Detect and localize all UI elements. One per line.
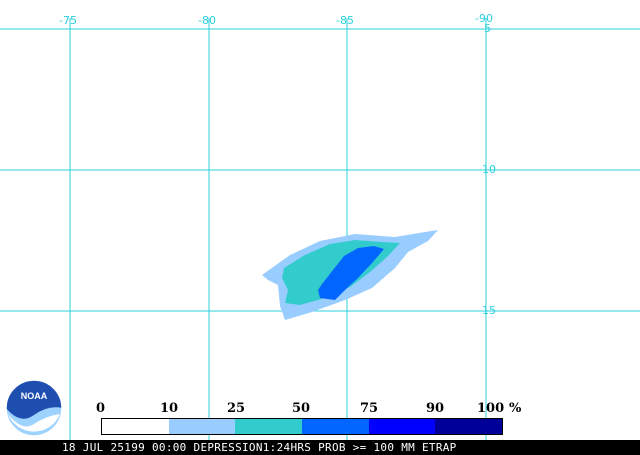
legend-bin [435, 419, 503, 434]
legend-bin [235, 419, 303, 434]
legend-tick: 25 [227, 401, 246, 416]
grid-lines [0, 18, 640, 440]
probability-shading [262, 230, 438, 320]
latitude-label: -5 [480, 22, 491, 35]
legend-bin [102, 419, 169, 434]
legend-bin [368, 419, 436, 434]
legend-tick: 100 [477, 401, 505, 416]
latitude-label: -10 [478, 163, 496, 176]
footer-caption: 18 JUL 25199 00:00 DEPRESSION1:24HRS PRO… [0, 440, 640, 455]
legend-tick: 75 [360, 401, 379, 416]
latitude-label: -15 [478, 304, 496, 317]
longitude-label: -80 [198, 14, 216, 27]
legend-tick: 90 [426, 401, 445, 416]
prob-region-50-75 [318, 246, 384, 300]
longitude-label: -90 [475, 12, 493, 25]
legend-tick: 50 [292, 401, 311, 416]
noaa-logo-text: NOAA [20, 391, 48, 401]
legend-tick: 10 [160, 401, 179, 416]
longitude-label: -75 [59, 14, 77, 27]
longitude-label: -85 [336, 14, 354, 27]
legend-bin [302, 419, 369, 434]
legend-tick: 0 [96, 401, 106, 416]
legend-color-bar [101, 418, 503, 435]
legend-bin [168, 419, 236, 434]
noaa-logo-graphic [4, 378, 64, 438]
legend-unit: % [509, 401, 522, 416]
noaa-logo: NOAA [4, 378, 64, 438]
